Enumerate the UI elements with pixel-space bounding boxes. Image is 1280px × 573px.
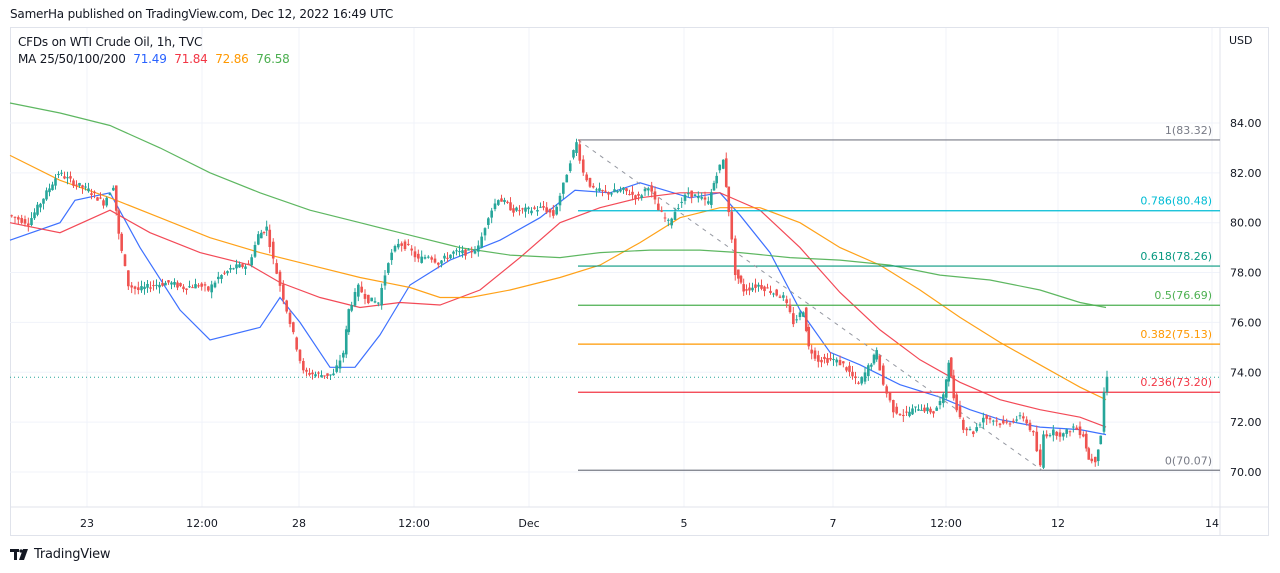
ma50-value: 71.84: [174, 52, 208, 66]
svg-text:Dec: Dec: [518, 517, 539, 530]
svg-text:12:00: 12:00: [186, 517, 218, 530]
svg-text:78.00: 78.00: [1230, 267, 1262, 280]
svg-text:0.618(78.26): 0.618(78.26): [1140, 250, 1212, 263]
fibonacci-retracement[interactable]: 1(83.32) 0.786(80.48) 0.618(78.26) 0.5(76.6…: [10, 124, 1220, 471]
ma100-value: 72.86: [215, 52, 249, 66]
svg-text:5: 5: [681, 517, 688, 530]
svg-text:1(83.32): 1(83.32): [1165, 124, 1212, 137]
symbol-title: CFDs on WTI Crude Oil, 1h, TVC: [18, 35, 203, 49]
currency-label: USD: [1229, 34, 1253, 47]
svg-text:84.00: 84.00: [1230, 117, 1262, 130]
chart-frame: [10, 27, 1269, 536]
svg-text:12: 12: [1051, 517, 1065, 530]
chart-legend: CFDs on WTI Crude Oil, 1h, TVC MA 25/50/…: [18, 34, 294, 68]
svg-text:0.786(80.48): 0.786(80.48): [1140, 195, 1212, 208]
ma-label: MA 25/50/100/200: [18, 52, 126, 66]
price-axis[interactable]: 84.00 82.00 80.00 78.00 76.00 74.00 72.00 70.00: [1230, 117, 1262, 479]
ma25-value: 71.49: [133, 52, 167, 66]
candlesticks: [10, 138, 1109, 469]
svg-text:0.5(76.69): 0.5(76.69): [1154, 289, 1212, 302]
svg-text:0.382(75.13): 0.382(75.13): [1140, 328, 1212, 341]
svg-text:12:00: 12:00: [398, 517, 430, 530]
svg-text:0.236(73.20): 0.236(73.20): [1140, 376, 1212, 389]
ma200-value: 76.58: [256, 52, 290, 66]
ma-legend: MA 25/50/100/200 71.49 71.84 72.86 76.58: [18, 51, 294, 68]
tradingview-branding[interactable]: TradingView: [10, 547, 111, 562]
svg-text:82.00: 82.00: [1230, 167, 1262, 180]
svg-text:76.00: 76.00: [1230, 316, 1262, 329]
svg-text:0(70.07): 0(70.07): [1165, 454, 1212, 467]
tradingview-brand-text: TradingView: [34, 547, 111, 562]
svg-text:12:00: 12:00: [930, 517, 962, 530]
svg-text:7: 7: [830, 517, 837, 530]
svg-text:28: 28: [292, 517, 306, 530]
svg-text:80.00: 80.00: [1230, 217, 1262, 230]
time-axis[interactable]: 23 12:00 28 12:00 Dec 5 7 12:00 12 14: [80, 517, 1219, 530]
svg-text:74.00: 74.00: [1230, 366, 1262, 379]
tradingview-logo-icon: [10, 548, 30, 561]
svg-text:14: 14: [1205, 517, 1219, 530]
svg-text:72.00: 72.00: [1230, 416, 1262, 429]
moving-average-lines: [9, 102, 1107, 436]
grid-lines: [10, 28, 1269, 536]
svg-text:23: 23: [80, 517, 94, 530]
svg-text:70.00: 70.00: [1230, 466, 1262, 479]
published-info: SamerHa published on TradingView.com, De…: [10, 7, 394, 21]
